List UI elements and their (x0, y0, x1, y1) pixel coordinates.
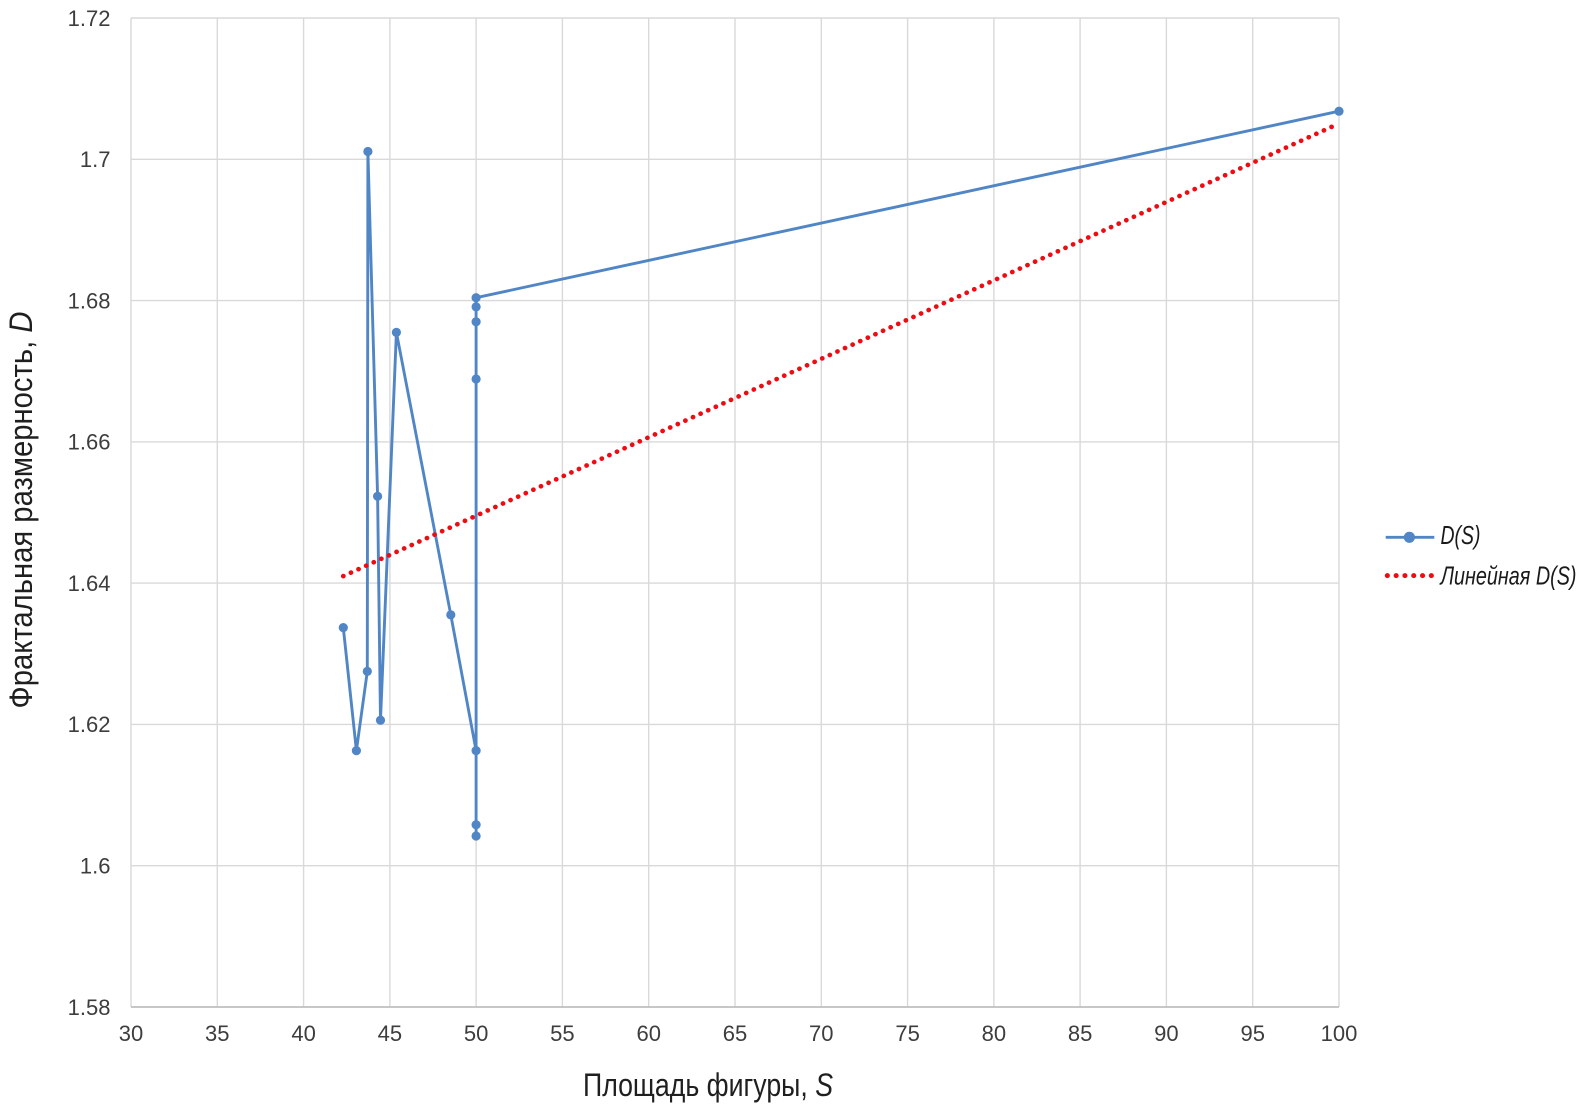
svg-text:55: 55 (550, 1021, 574, 1046)
svg-text:85: 85 (1068, 1021, 1092, 1046)
svg-text:1.68: 1.68 (68, 288, 111, 313)
svg-text:65: 65 (723, 1021, 747, 1046)
svg-text:1.6: 1.6 (80, 854, 111, 879)
svg-text:75: 75 (895, 1021, 919, 1046)
svg-text:90: 90 (1154, 1021, 1178, 1046)
svg-text:1.72: 1.72 (68, 6, 111, 31)
svg-text:Линейная D(S): Линейная D(S) (1439, 561, 1577, 591)
svg-text:100: 100 (1321, 1021, 1358, 1046)
svg-text:Площадь фигуры, S: Площадь фигуры, S (583, 1067, 833, 1103)
svg-text:Фрактальная размерность, D: Фрактальная размерность, D (3, 312, 39, 709)
svg-text:95: 95 (1240, 1021, 1264, 1046)
svg-text:1.66: 1.66 (68, 430, 111, 455)
svg-text:D(S): D(S) (1441, 520, 1481, 550)
svg-text:45: 45 (378, 1021, 402, 1046)
svg-text:1.64: 1.64 (68, 571, 111, 596)
svg-text:35: 35 (205, 1021, 229, 1046)
svg-text:60: 60 (636, 1021, 660, 1046)
svg-text:50: 50 (464, 1021, 488, 1046)
svg-text:40: 40 (291, 1021, 315, 1046)
svg-text:70: 70 (809, 1021, 833, 1046)
svg-text:1.62: 1.62 (68, 712, 111, 737)
svg-text:30: 30 (119, 1021, 143, 1046)
svg-text:80: 80 (982, 1021, 1006, 1046)
svg-text:1.7: 1.7 (80, 147, 111, 172)
svg-text:1.58: 1.58 (68, 995, 111, 1020)
